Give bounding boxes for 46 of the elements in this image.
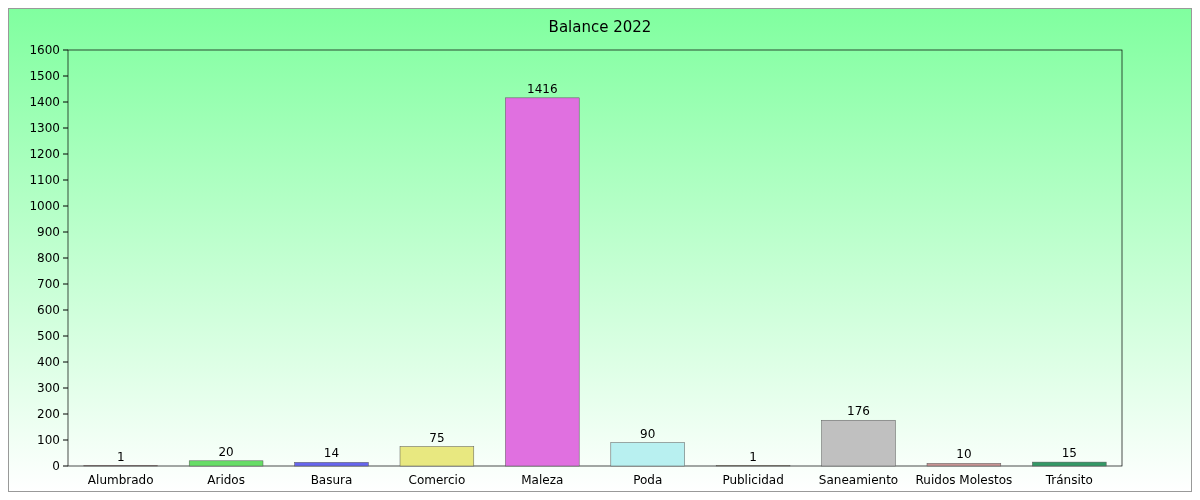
x-tick-label: Tránsito <box>1044 473 1093 487</box>
y-tick-label: 900 <box>37 225 60 240</box>
bar <box>505 97 580 467</box>
y-tick-label: 500 <box>37 329 60 344</box>
data-label: 20 <box>218 444 234 459</box>
y-tick-label: 0 <box>52 459 60 474</box>
x-tick-label: Maleza <box>521 473 564 487</box>
y-tick-label: 400 <box>37 355 60 370</box>
x-tick-label: Publicidad <box>722 473 784 487</box>
y-tick-label: 300 <box>37 381 60 396</box>
y-tick-label: 1200 <box>29 147 60 162</box>
y-tick-label: 800 <box>37 251 60 266</box>
bar <box>610 442 685 467</box>
data-label: 15 <box>1061 446 1077 461</box>
bar <box>1032 461 1107 467</box>
data-label: 176 <box>847 404 870 419</box>
y-tick-label: 1100 <box>29 173 60 188</box>
x-tick-label: Aridos <box>207 473 245 487</box>
chart-title: Balance 2022 <box>548 18 652 36</box>
y-tick-label: 700 <box>37 277 60 292</box>
data-label: 1 <box>116 449 125 464</box>
data-label: 90 <box>640 426 656 441</box>
x-tick-label: Ruidos Molestos <box>915 473 1013 487</box>
y-tick-label: 200 <box>37 407 60 422</box>
data-label: 1416 <box>527 81 558 96</box>
x-tick-label: Comercio <box>408 473 466 487</box>
bar <box>294 462 369 467</box>
y-tick-label: 1400 <box>29 95 60 110</box>
data-label: 1 <box>749 449 757 464</box>
y-tick-label: 1500 <box>29 69 60 84</box>
x-tick-label: Poda <box>633 473 663 487</box>
x-tick-label: Alumbrado <box>87 473 154 487</box>
bar <box>188 460 264 467</box>
data-label: 10 <box>956 447 972 462</box>
x-tick-label: Saneamiento <box>818 473 899 487</box>
y-tick-label: 1000 <box>29 199 60 214</box>
y-tick-label: 1300 <box>29 121 60 136</box>
bar <box>926 463 1002 467</box>
data-label: 14 <box>323 446 340 461</box>
y-tick-label: 1600 <box>29 43 60 58</box>
x-tick-label: Basura <box>310 473 353 487</box>
bar <box>821 419 896 467</box>
y-tick-label: 600 <box>37 303 60 318</box>
data-label: 75 <box>429 430 445 445</box>
bar <box>399 446 475 467</box>
y-tick-label: 100 <box>37 433 60 448</box>
